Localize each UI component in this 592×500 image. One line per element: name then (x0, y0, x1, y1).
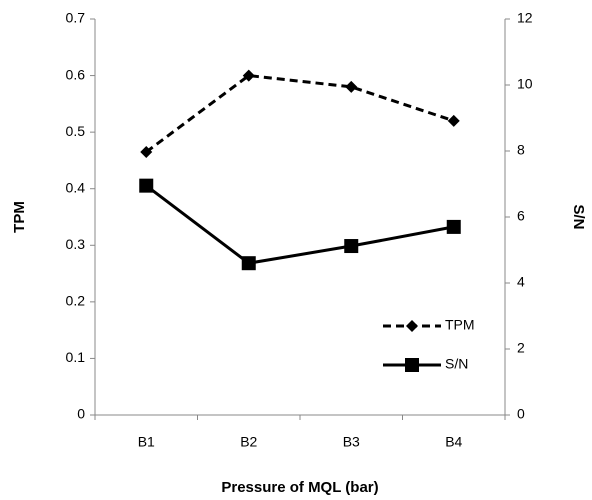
y2-tick-label: 4 (517, 274, 525, 290)
y2-tick-label: 6 (517, 208, 525, 224)
marker (139, 178, 154, 193)
y2-tick-label: 8 (517, 142, 525, 158)
y-tick-label: 0.2 (66, 293, 86, 309)
y2-tick-label: 2 (517, 340, 525, 356)
legend-label: S/N (445, 356, 468, 372)
legend-label: TPM (445, 317, 475, 333)
y-tick-label: 0.6 (66, 66, 86, 82)
marker (140, 145, 153, 158)
y-tick-label: 0.5 (66, 123, 86, 139)
x-tick-label: B4 (445, 434, 462, 450)
y2-tick-label: 12 (517, 10, 533, 26)
y-tick-label: 0.3 (66, 236, 86, 252)
y2-axis-title: S/N (570, 204, 587, 229)
y2-tick-label: 0 (517, 406, 525, 422)
marker (345, 80, 358, 93)
y-axis-title: TPM (11, 201, 28, 233)
series-line (145, 184, 455, 265)
legend-marker (406, 320, 418, 332)
marker (241, 256, 256, 271)
marker (447, 114, 460, 127)
marker (344, 239, 359, 254)
x-tick-label: B2 (240, 434, 257, 450)
y-tick-label: 0.4 (66, 179, 86, 195)
x-tick-label: B1 (138, 434, 155, 450)
marker (446, 219, 461, 234)
x-tick-label: B3 (343, 434, 360, 450)
y-tick-label: 0.1 (66, 349, 86, 365)
series-line (145, 74, 455, 154)
y2-tick-label: 10 (517, 76, 533, 92)
y-tick-label: 0.7 (66, 10, 86, 26)
y-tick-label: 0 (77, 406, 85, 422)
x-axis-title: Pressure of MQL (bar) (221, 479, 378, 496)
marker (242, 69, 255, 82)
legend-marker (405, 358, 419, 372)
